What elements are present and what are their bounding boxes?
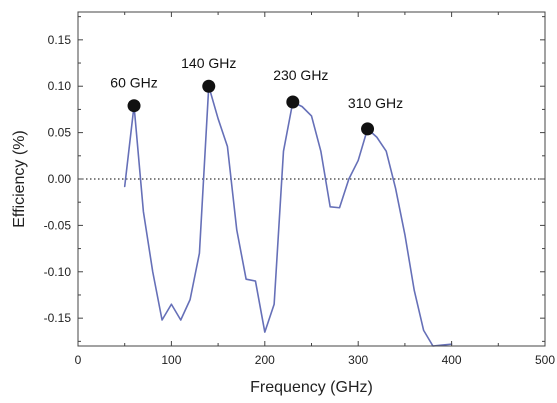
- y-tick-label: -0.05: [44, 218, 72, 232]
- y-tick-label: 0.15: [48, 33, 72, 47]
- x-tick-label: 200: [255, 353, 275, 367]
- y-tick-label: 0.00: [48, 172, 72, 186]
- y-axis-title: Efficiency (%): [11, 130, 28, 228]
- x-tick-label: 300: [348, 353, 368, 367]
- x-tick-label: 0: [75, 353, 82, 367]
- highlight-marker: [127, 99, 141, 113]
- x-tick-label: 100: [161, 353, 181, 367]
- y-tick-label: 0.05: [48, 126, 72, 140]
- highlight-marker: [202, 79, 216, 93]
- y-tick-label: 0.10: [48, 79, 72, 93]
- x-tick-label: 500: [535, 353, 555, 367]
- plot-layer: 60 GHz 140 GHz 230 GHz 310 GHz: [78, 55, 545, 347]
- marker-label: 60 GHz: [110, 75, 157, 91]
- marker-label: 230 GHz: [273, 67, 328, 83]
- x-axis-title: Frequency (GHz): [250, 379, 373, 396]
- efficiency-series-line: [123, 85, 453, 347]
- y-tick-label: -0.10: [44, 265, 72, 279]
- marker-label: 310 GHz: [348, 95, 403, 111]
- x-tick-label: 400: [442, 353, 462, 367]
- marker-label: 140 GHz: [181, 55, 236, 71]
- highlight-marker: [286, 95, 300, 109]
- highlight-marker: [361, 122, 375, 136]
- labels-layer: Frequency (GHz) Efficiency (%): [11, 130, 373, 396]
- y-tick-label: -0.15: [44, 311, 72, 325]
- axes-layer: 0 100 200 300 400 500 -0.15 -0.10 -0.05 0.00 0.05 0…: [44, 11, 555, 367]
